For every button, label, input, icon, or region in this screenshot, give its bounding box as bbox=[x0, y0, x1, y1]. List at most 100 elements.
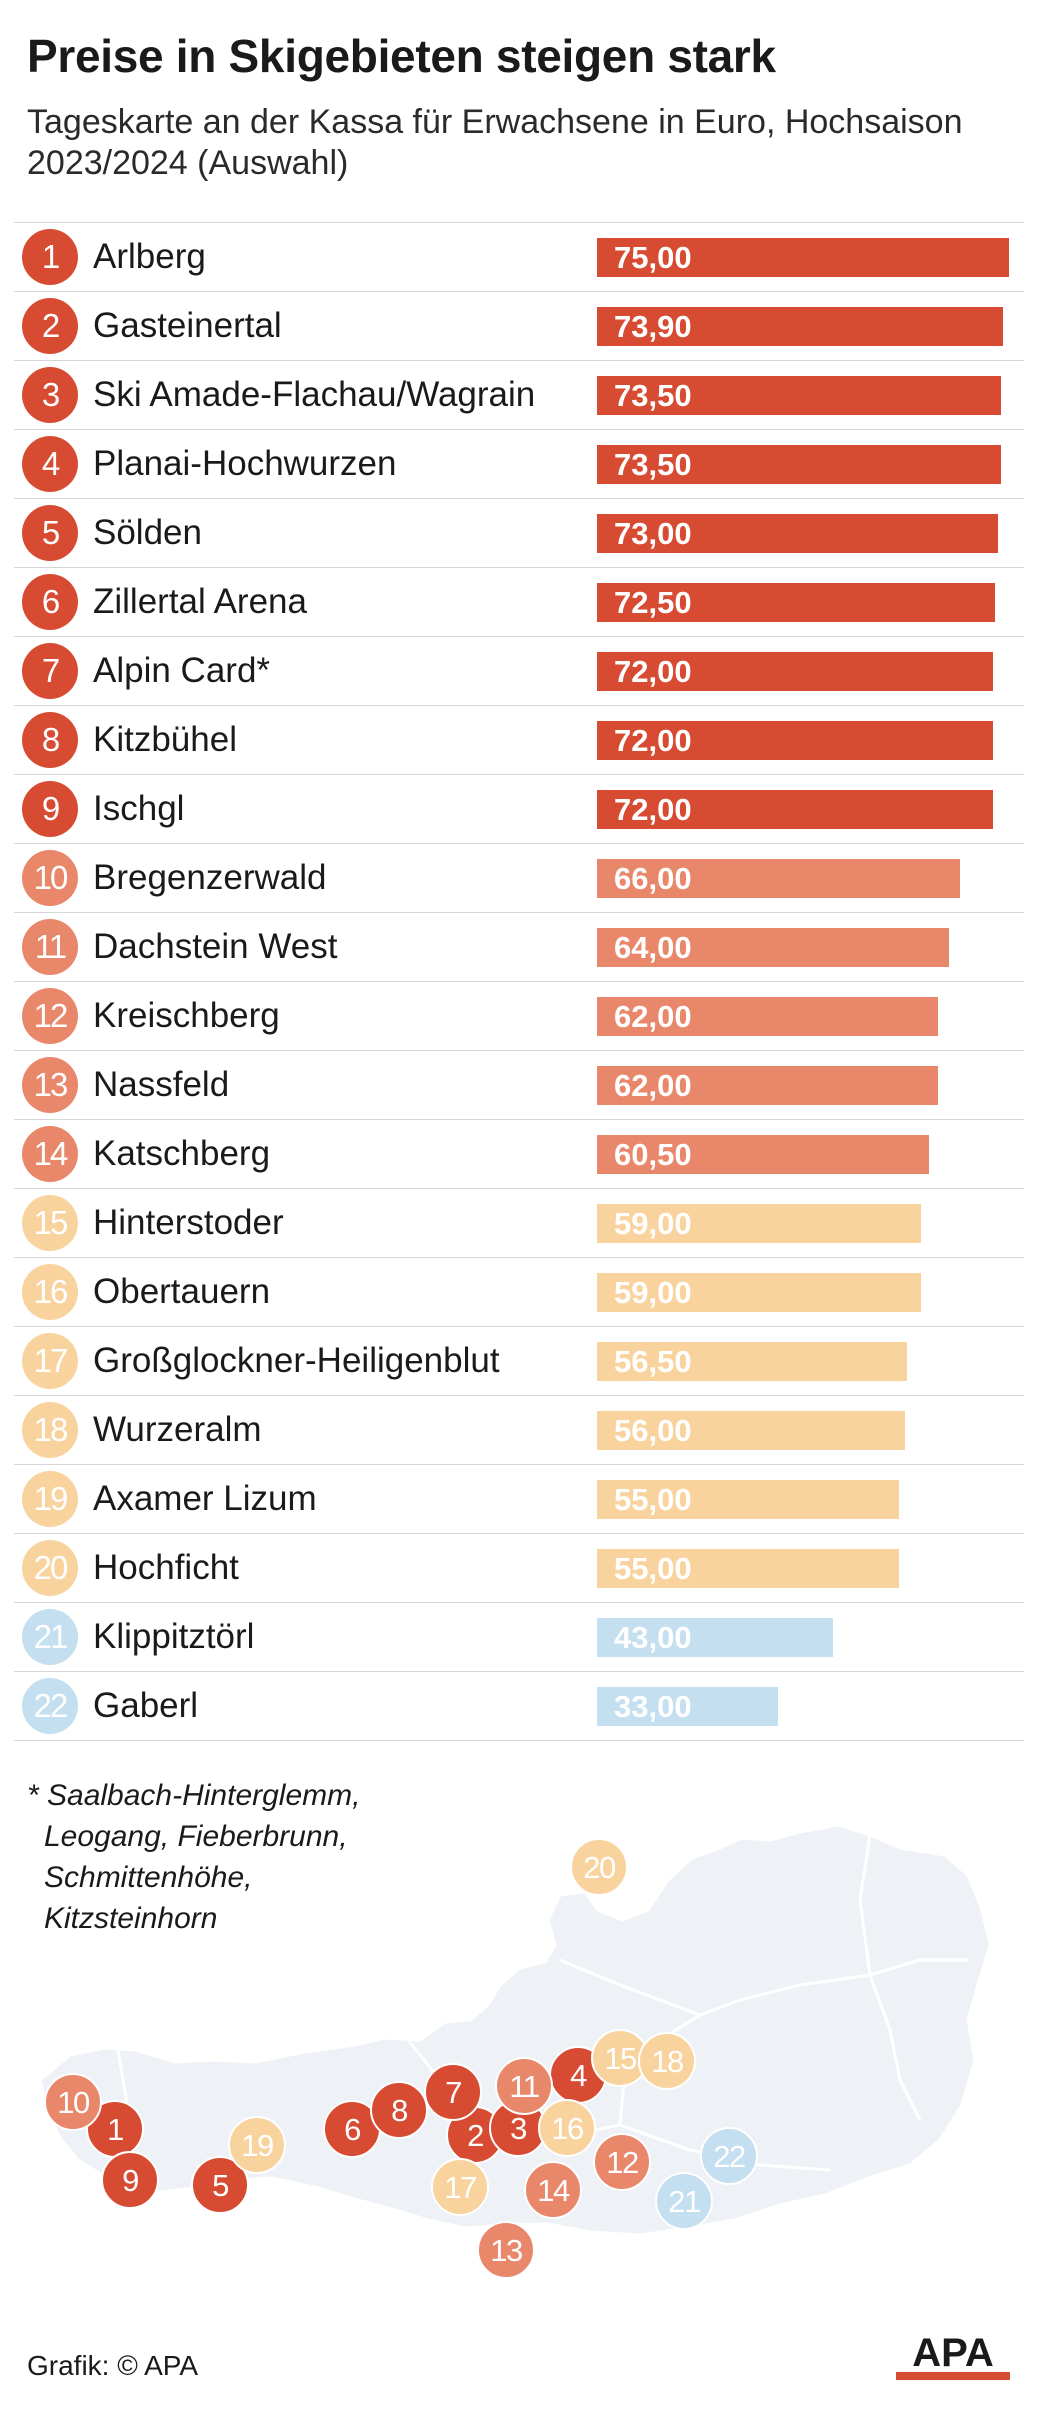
bar bbox=[597, 859, 960, 898]
map-marker-circle bbox=[700, 2127, 758, 2185]
map-marker-label: 15 bbox=[604, 2041, 636, 2076]
map-marker-label: 21 bbox=[668, 2184, 700, 2219]
map-marker: 17 bbox=[431, 2158, 489, 2216]
map-marker-circle bbox=[477, 2221, 535, 2279]
map-marker-label: 14 bbox=[537, 2173, 570, 2208]
rank-badge: 6 bbox=[22, 574, 78, 630]
map-marker-circle bbox=[638, 2032, 696, 2090]
chart-row: 10 Bregenzerwald 66,00 bbox=[14, 844, 1024, 913]
map-marker-label: 13 bbox=[490, 2233, 522, 2268]
rank-badge: 15 bbox=[22, 1195, 78, 1251]
map-marker: 7 bbox=[424, 2063, 482, 2121]
chart-row: 6 Zillertal Arena 72,50 bbox=[14, 568, 1024, 637]
bar bbox=[597, 376, 1001, 415]
map-marker-label: 17 bbox=[444, 2170, 476, 2205]
rank-badge: 18 bbox=[22, 1402, 78, 1458]
state-border bbox=[868, 1974, 922, 2121]
rank-badge: 11 bbox=[22, 919, 78, 975]
map-marker-label: 7 bbox=[445, 2075, 461, 2110]
category-label: Gasteinertal bbox=[93, 306, 282, 345]
bar bbox=[597, 790, 993, 829]
map-marker-circle bbox=[228, 2116, 286, 2174]
credit: Grafik: © APA bbox=[27, 2350, 199, 2381]
state-borders bbox=[116, 1834, 968, 2189]
chart-row: 17 Großglockner-Heiligenblut 56,50 bbox=[14, 1327, 1024, 1396]
apa-logo: APA bbox=[896, 2331, 1010, 2380]
value-label: 64,00 bbox=[614, 930, 692, 965]
bar bbox=[597, 1687, 779, 1726]
category-label: Axamer Lizum bbox=[93, 1479, 317, 1518]
rank-badge: 7 bbox=[22, 643, 78, 699]
map-marker: 11 bbox=[495, 2057, 553, 2115]
chart-row: 12 Kreischberg 62,00 bbox=[14, 982, 1024, 1051]
bar bbox=[597, 238, 1009, 277]
category-label: Obertauern bbox=[93, 1272, 271, 1311]
category-label: Alpin Card* bbox=[93, 651, 271, 690]
category-label: Wurzeralm bbox=[93, 1410, 262, 1449]
map-marker: 5 bbox=[191, 2156, 249, 2214]
map-marker: 12 bbox=[593, 2133, 651, 2191]
category-label: Katschberg bbox=[93, 1134, 271, 1173]
rank-badge: 20 bbox=[22, 1540, 78, 1596]
value-label: 72,50 bbox=[614, 585, 692, 620]
bar bbox=[597, 1549, 900, 1588]
category-label: Sölden bbox=[93, 513, 202, 552]
bar bbox=[597, 307, 1003, 346]
category-label: Dachstein West bbox=[93, 927, 338, 966]
chart-row: 9 Ischgl 72,00 bbox=[14, 775, 1024, 844]
map-marker: 21 bbox=[655, 2172, 713, 2230]
category-label: Klippitztörl bbox=[93, 1617, 255, 1656]
chart-row: 11 Dachstein West 64,00 bbox=[14, 913, 1024, 982]
map-marker-label: 5 bbox=[212, 2168, 228, 2203]
bar bbox=[597, 1273, 922, 1312]
map-marker: 13 bbox=[477, 2221, 535, 2279]
map-marker-circle bbox=[495, 2057, 553, 2115]
map-marker-circle bbox=[424, 2063, 482, 2121]
rank-badge: 19 bbox=[22, 1471, 78, 1527]
rank-badge: 3 bbox=[22, 367, 78, 423]
chart-row: 4 Planai-Hochwurzen 73,50 bbox=[14, 430, 1024, 499]
category-label: Zillertal Arena bbox=[93, 582, 307, 621]
map-marker-label: 9 bbox=[122, 2163, 138, 2198]
bar bbox=[597, 1135, 930, 1174]
value-label: 72,00 bbox=[614, 723, 692, 758]
rank-badge: 9 bbox=[22, 781, 78, 837]
chart-row: 16 Obertauern 59,00 bbox=[14, 1258, 1024, 1327]
chart-row: 14 Katschberg 60,50 bbox=[14, 1120, 1024, 1189]
chart-row: 18 Wurzeralm 56,00 bbox=[14, 1396, 1024, 1465]
category-label: Kitzbühel bbox=[93, 720, 237, 759]
value-label: 33,00 bbox=[614, 1689, 692, 1724]
value-label: 72,00 bbox=[614, 654, 692, 689]
value-label: 62,00 bbox=[614, 1068, 692, 1103]
bar bbox=[597, 1411, 905, 1450]
category-label: Hinterstoder bbox=[93, 1203, 284, 1242]
category-label: Großglockner-Heiligenblut bbox=[93, 1341, 500, 1380]
map-marker: 20 bbox=[570, 1838, 628, 1896]
map-marker-circle bbox=[570, 1838, 628, 1896]
chart-row: 13 Nassfeld 62,00 bbox=[14, 1051, 1024, 1120]
category-label: Ischgl bbox=[93, 789, 185, 828]
bar bbox=[597, 652, 993, 691]
rank-badge: 1 bbox=[22, 229, 78, 285]
chart-row: 8 Kitzbühel 72,00 bbox=[14, 706, 1024, 775]
map-marker: 9 bbox=[101, 2151, 159, 2209]
category-label: Planai-Hochwurzen bbox=[93, 444, 397, 483]
map-marker-circle bbox=[593, 2133, 651, 2191]
map-marker-label: 4 bbox=[570, 2058, 587, 2093]
bar bbox=[597, 514, 998, 553]
map-marker-label: 16 bbox=[551, 2111, 583, 2146]
footnote-line: Leogang, Fieberbrunn, bbox=[44, 1820, 348, 1853]
map-marker-circle bbox=[101, 2151, 159, 2209]
map-marker: 14 bbox=[524, 2161, 582, 2219]
value-label: 56,00 bbox=[614, 1413, 692, 1448]
map-marker: 10 bbox=[44, 2073, 102, 2131]
value-label: 73,50 bbox=[614, 378, 692, 413]
map-marker-circle bbox=[538, 2099, 596, 2157]
map-marker-circle bbox=[655, 2172, 713, 2230]
rank-badge: 14 bbox=[22, 1126, 78, 1182]
chart-row: 7 Alpin Card* 72,00 bbox=[14, 637, 1024, 706]
chart-row: 5 Sölden 73,00 bbox=[14, 499, 1024, 568]
map-marker: 18 bbox=[638, 2032, 696, 2090]
